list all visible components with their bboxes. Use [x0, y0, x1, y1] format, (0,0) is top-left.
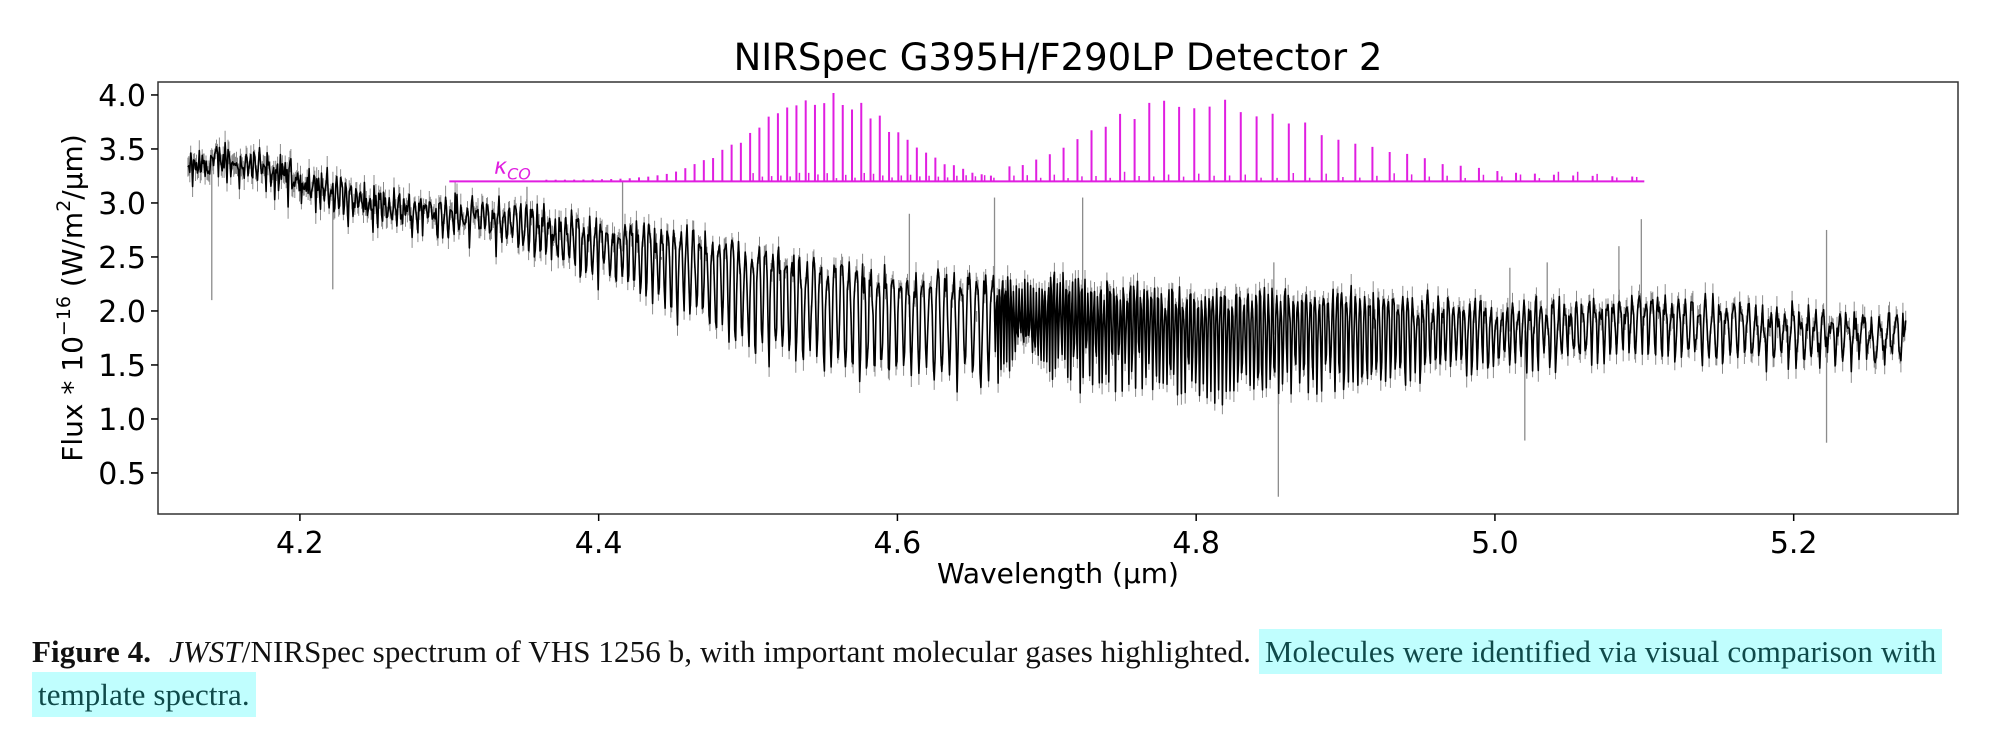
x-tick-label: 4.6	[874, 526, 922, 561]
x-tick-label: 4.4	[575, 526, 623, 561]
y-tick-label: 3.5	[98, 133, 146, 168]
plot-area: κCO	[187, 92, 1907, 497]
co-label-kappa: κ	[494, 154, 507, 179]
x-tick-label: 5.0	[1471, 526, 1519, 561]
plot-frame	[157, 81, 1959, 515]
spectrum-line	[187, 141, 1907, 406]
y-tick-label: 3.0	[98, 187, 146, 222]
caption-mission: JWST	[169, 634, 242, 669]
y-tick-label: 0.5	[98, 457, 146, 492]
y-tick-label: 4.0	[98, 79, 146, 114]
spectrum-chart: NIRSpec G395H/F290LP Detector 2 κCO 4.2 4…	[53, 36, 1959, 590]
co-label-subscript: CO	[507, 164, 531, 183]
chart-title: NIRSpec G395H/F290LP Detector 2	[734, 36, 1383, 79]
y-tick-label: 1.0	[98, 403, 146, 438]
y-tick-label: 2.0	[98, 295, 146, 330]
y-axis: 0.5 1.0 1.5 2.0 2.5 3.0 3.5 4.0	[98, 79, 158, 492]
caption-label: Figure 4.	[32, 634, 152, 669]
co-template-label: κCO	[494, 154, 531, 183]
y-label-unit-suffix: /μm)	[56, 134, 89, 199]
figure-caption: Figure 4. JWST/NIRSpec spectrum of VHS 1…	[32, 629, 1992, 717]
y-label-prefix: Flux * 10	[56, 336, 89, 462]
spectrum-error-bars	[187, 130, 1907, 415]
spectrum-figure: NIRSpec G395H/F290LP Detector 2 κCO 4.2 4…	[53, 36, 1959, 590]
y-tick-label: 2.5	[98, 241, 146, 276]
y-tick-label: 1.5	[98, 349, 146, 384]
co-template-lines	[449, 92, 1645, 183]
y-axis-label: Flux * 10−16 (W/m2/μm)	[53, 134, 89, 462]
y-label-exponent: −16	[53, 296, 75, 336]
caption-text: /NIRSpec spectrum of VHS 1256 b, with im…	[241, 634, 1251, 669]
x-axis: 4.2 4.4 4.6 4.8 5.0 5.2	[276, 514, 1818, 561]
x-tick-label: 5.2	[1770, 526, 1818, 561]
spectrum-error-envelope	[187, 130, 1907, 415]
y-label-unit-exponent: 2	[53, 200, 75, 212]
y-label-unit-prefix: (W/m	[56, 212, 89, 296]
x-tick-label: 4.8	[1172, 526, 1220, 561]
x-axis-label: Wavelength (μm)	[937, 557, 1179, 590]
x-tick-label: 4.2	[276, 526, 324, 561]
